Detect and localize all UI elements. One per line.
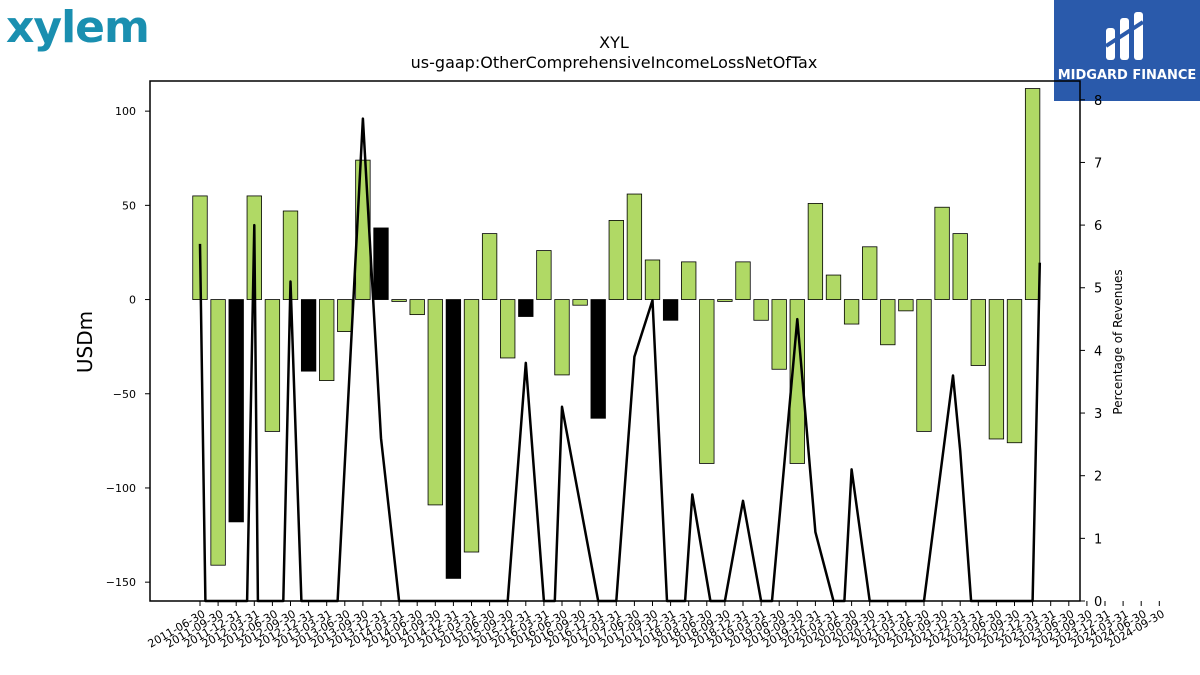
bar: [391, 299, 407, 302]
xylem-logo: xylem: [6, 2, 150, 53]
y2-tick-label: 6: [1094, 219, 1102, 234]
bar: [590, 299, 606, 419]
bar: [210, 299, 226, 566]
bar: [608, 220, 624, 300]
chart-subtitle: us-gaap:OtherComprehensiveIncomeLossNetO…: [411, 53, 818, 72]
bar: [264, 299, 281, 432]
y2-tick-label: 0: [1094, 595, 1102, 610]
bar: [554, 299, 570, 376]
y-tick-label: −150: [106, 576, 136, 589]
bar: [1024, 88, 1041, 300]
bar: [445, 299, 462, 579]
bar: [427, 299, 443, 506]
bar: [572, 299, 588, 306]
bar: [807, 203, 824, 300]
bar: [970, 299, 986, 366]
bar: [644, 259, 661, 300]
bar: [843, 299, 860, 325]
bar: [463, 299, 480, 553]
y2-tick-label: 1: [1094, 532, 1102, 547]
bar: [880, 299, 896, 346]
y2-tick-label: 2: [1094, 470, 1102, 485]
x-axis: 2011-06-302011-09-302011-12-312012-03-31…: [146, 601, 1167, 651]
y-tick-label: 100: [115, 105, 136, 118]
bar: [481, 233, 498, 300]
y-tick-label: 50: [122, 199, 136, 212]
bar: [898, 299, 914, 312]
y-tick-label: −50: [113, 388, 136, 401]
bar: [825, 274, 842, 300]
bar: [952, 233, 968, 300]
bar: [916, 299, 932, 432]
bar: [681, 261, 697, 300]
y2-tick-label: 8: [1094, 94, 1102, 109]
y2-axis-label: Percentage of Revenues: [1111, 269, 1125, 414]
midgard-logo-text: MIDGARD FINANCE: [1057, 68, 1197, 83]
bar: [662, 299, 679, 321]
bar: [717, 299, 733, 302]
bar: [300, 299, 317, 372]
bar: [699, 299, 715, 464]
bar-series: [192, 88, 1041, 579]
y2-tick-label: 5: [1094, 282, 1102, 297]
bar: [518, 299, 534, 317]
bar: [228, 299, 244, 523]
y-tick-label: 0: [129, 294, 136, 307]
plot-frame: [149, 80, 1081, 602]
bar: [409, 299, 425, 316]
bar: [319, 299, 335, 381]
bar: [988, 299, 1005, 440]
y2-tick-label: 7: [1094, 156, 1102, 171]
bar: [735, 261, 751, 300]
bar: [373, 227, 389, 300]
bar: [337, 299, 353, 332]
midgard-finance-logo: MIDGARD FINANCE: [1054, 0, 1200, 101]
y-tick-label: −100: [106, 482, 136, 495]
bar: [862, 246, 878, 300]
chart-title: XYL: [599, 33, 629, 52]
bar: [536, 250, 552, 300]
bar: [789, 299, 805, 464]
y2-tick-label: 3: [1094, 407, 1102, 422]
bar: [500, 299, 516, 359]
bar: [753, 299, 769, 321]
bar: [771, 299, 787, 370]
y-axis: 100 50 0 −50 −100 −150: [106, 105, 150, 589]
bar: [1006, 299, 1023, 444]
bar: [934, 206, 950, 300]
y2-tick-label: 4: [1094, 344, 1102, 359]
bar: [626, 193, 643, 300]
y2-axis: 0 1 2 3 4 5 6 7 8: [1080, 94, 1102, 610]
midgard-logo-icon: [1104, 12, 1145, 60]
y-axis-label: USDm: [73, 311, 97, 373]
